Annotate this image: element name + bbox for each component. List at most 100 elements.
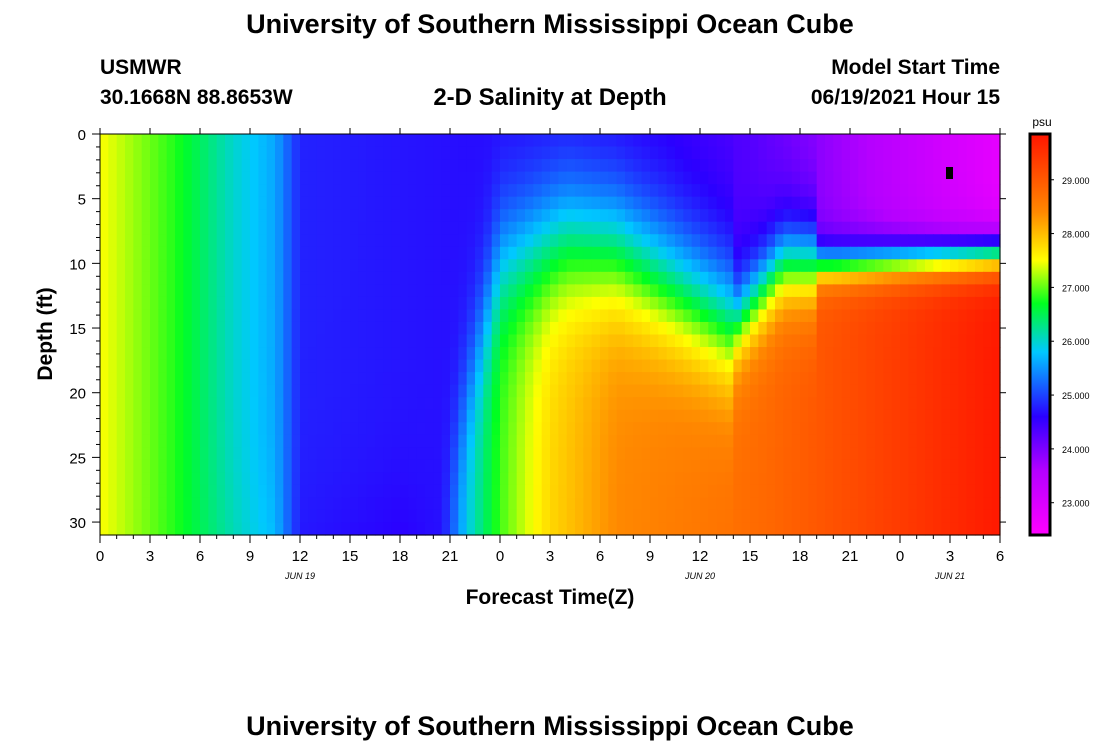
heatmap-cell xyxy=(483,284,493,298)
heatmap-cell xyxy=(366,209,376,223)
heatmap-cell xyxy=(766,321,776,336)
heatmap-cell xyxy=(441,422,451,436)
heatmap-cell xyxy=(416,234,426,248)
heatmap-cell xyxy=(491,497,501,511)
heatmap-cell xyxy=(466,309,476,323)
heatmap-cell xyxy=(475,296,484,311)
heatmap-cell xyxy=(816,522,826,536)
heatmap-cell xyxy=(491,372,501,386)
heatmap-cell xyxy=(816,171,826,185)
heatmap-cell xyxy=(341,447,351,461)
heatmap-cell xyxy=(550,146,559,160)
heatmap-cell xyxy=(791,447,801,461)
heatmap-cell xyxy=(841,409,851,423)
heatmap-cell xyxy=(250,321,259,336)
heatmap-cell xyxy=(966,409,976,423)
heatmap-cell xyxy=(750,472,759,486)
heatmap-cell xyxy=(316,296,326,311)
heatmap-cell xyxy=(358,271,368,285)
heatmap-cell xyxy=(333,334,343,348)
heatmap-cell xyxy=(158,246,168,260)
heatmap-cell xyxy=(508,271,518,285)
heatmap-cell xyxy=(675,184,684,198)
heatmap-cell xyxy=(208,484,218,499)
heatmap-cell xyxy=(108,221,118,235)
heatmap-cell xyxy=(275,171,284,185)
heatmap-cell xyxy=(275,397,284,411)
heatmap-cell xyxy=(800,246,809,260)
heatmap-cell xyxy=(875,271,884,285)
heatmap-cell xyxy=(375,409,384,423)
heatmap-cell xyxy=(283,359,293,373)
heatmap-cell xyxy=(391,384,401,398)
heatmap-cell xyxy=(466,259,476,273)
heatmap-cell xyxy=(433,171,443,185)
heatmap-cell xyxy=(625,184,634,198)
heatmap-cell xyxy=(516,334,526,348)
heatmap-cell xyxy=(791,134,801,148)
heatmap-cell xyxy=(550,184,559,198)
heatmap-cell xyxy=(691,422,701,436)
heatmap-cell xyxy=(575,209,584,223)
heatmap-cell xyxy=(800,321,809,336)
heatmap-cell xyxy=(541,472,551,486)
heatmap-cell xyxy=(933,509,943,524)
heatmap-cell xyxy=(816,259,826,273)
heatmap-cell xyxy=(225,347,234,361)
heatmap-cell xyxy=(650,372,659,386)
heatmap-cell xyxy=(733,159,743,173)
heatmap-cell xyxy=(108,434,118,448)
heatmap-cell xyxy=(600,221,609,235)
heatmap-cell xyxy=(708,309,718,323)
heatmap-cell xyxy=(691,159,701,173)
heatmap-cell xyxy=(708,522,718,536)
heatmap-cell xyxy=(325,209,334,223)
heatmap-cell xyxy=(816,334,826,348)
heatmap-cell xyxy=(641,134,651,148)
heatmap-cell xyxy=(575,321,584,336)
heatmap-cell xyxy=(666,509,676,524)
heatmap-cell xyxy=(175,171,184,185)
heatmap-cell xyxy=(791,397,801,411)
heatmap-cell xyxy=(950,271,959,285)
heatmap-cell xyxy=(291,146,301,160)
heatmap-cell xyxy=(558,284,568,298)
heatmap-cell xyxy=(491,271,501,285)
heatmap-cell xyxy=(766,309,776,323)
heatmap-cell xyxy=(858,271,868,285)
heatmap-cell xyxy=(733,497,743,511)
heatmap-cell xyxy=(516,296,526,311)
heatmap-cell xyxy=(808,171,818,185)
heatmap-cell xyxy=(358,171,368,185)
heatmap-cell xyxy=(950,296,959,311)
heatmap-cell xyxy=(783,234,793,248)
heatmap-cell xyxy=(241,296,251,311)
heatmap-cell xyxy=(900,134,909,148)
heatmap-cell xyxy=(591,146,601,160)
heatmap-cell xyxy=(483,497,493,511)
heatmap-cell xyxy=(933,409,943,423)
heatmap-cell xyxy=(933,434,943,448)
heatmap-cell xyxy=(458,234,468,248)
heatmap-cell xyxy=(633,334,643,348)
heatmap-cell xyxy=(341,384,351,398)
heatmap-cell xyxy=(616,522,626,536)
heatmap-cell xyxy=(583,484,593,499)
heatmap-cell xyxy=(100,484,109,499)
heatmap-cell xyxy=(308,347,318,361)
heatmap-cell xyxy=(400,321,409,336)
heatmap-cell xyxy=(950,196,959,210)
heatmap-cell xyxy=(808,271,818,285)
heatmap-cell xyxy=(716,497,726,511)
heatmap-cell xyxy=(316,309,326,323)
heatmap-cell xyxy=(275,246,284,260)
heatmap-cell xyxy=(325,296,334,311)
heatmap-cell xyxy=(183,209,193,223)
heatmap-cell xyxy=(966,321,976,336)
heatmap-cell xyxy=(900,321,909,336)
heatmap-cell xyxy=(833,146,843,160)
heatmap-cell xyxy=(483,296,493,311)
heatmap-cell xyxy=(325,159,334,173)
heatmap-cell xyxy=(841,171,851,185)
heatmap-cell xyxy=(683,359,693,373)
